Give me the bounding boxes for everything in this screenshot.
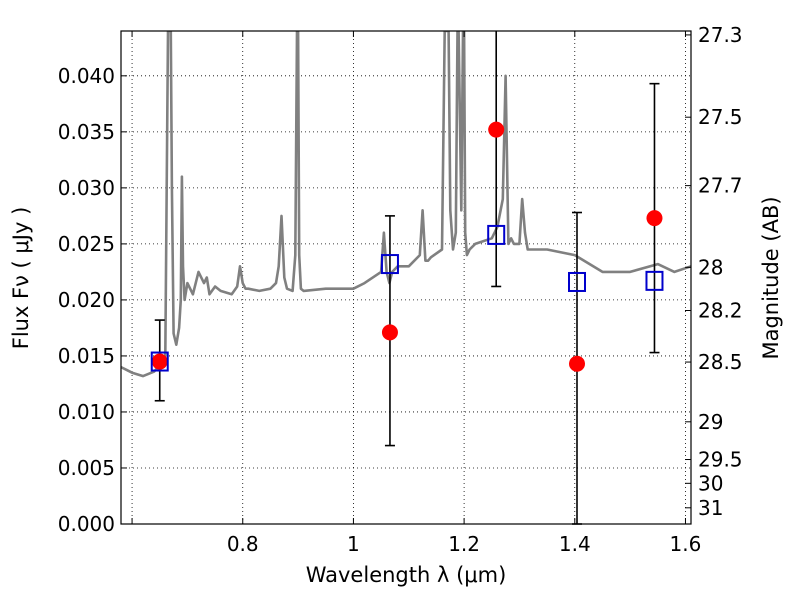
y2-tick-label: 31: [698, 496, 723, 520]
y2-tick-label: 29: [698, 410, 723, 434]
y2-tick-label: 28: [698, 255, 723, 279]
observed-flux-point: [381, 324, 398, 341]
model-band-flux-square: [645, 270, 664, 291]
observed-flux-point: [151, 353, 168, 370]
y2-tick-label: 29.5: [698, 448, 743, 472]
x-tick-label: 1.4: [559, 532, 591, 556]
y-tick-label: 0.015: [58, 344, 115, 368]
y-axis-label: Flux Fν ( μJy ): [9, 207, 33, 350]
x-tick-label: 1: [347, 532, 360, 556]
y-tick-label: 0.035: [58, 120, 115, 144]
error-bars: [150, 31, 664, 525]
y2-axis-label: Magnitude (AB): [759, 196, 783, 359]
ticks: 0.8 1 1.2 1.4 1.6 0.000 0.005 0.010 0.015 0.020 0.…: [58, 23, 743, 556]
y-tick-label: 0.020: [58, 288, 115, 312]
model-band-flux-square: [487, 224, 506, 245]
y2-tick-label: 27.5: [698, 105, 743, 129]
y-tick-label: 0.005: [58, 456, 115, 480]
grid: [121, 31, 691, 524]
y2-tick-label: 28.2: [698, 299, 743, 323]
x-tick-label: 1.6: [670, 532, 702, 556]
y2-tick-label: 27.3: [698, 23, 743, 47]
y-tick-label: 0.000: [58, 512, 115, 536]
plot-area: [121, 31, 691, 524]
y2-tick-label: 28.5: [698, 350, 743, 374]
y2-tick-label: 27.7: [698, 174, 743, 198]
observed-flux-point: [569, 355, 585, 372]
y-tick-label: 0.010: [58, 400, 115, 424]
y-tick-label: 0.040: [58, 64, 115, 88]
plot-frame: [120, 30, 692, 525]
svg-text:Flux Fν ( μJy ): Flux Fν ( μJy ): [9, 207, 33, 350]
model-spectrum-line: [121, 31, 691, 378]
observed-flux-point: [646, 210, 663, 227]
x-tick-label: 0.8: [227, 532, 259, 556]
y2-tick-label: 30: [698, 471, 723, 495]
model-band-flux-square: [150, 351, 169, 372]
data-layer: [121, 31, 691, 378]
y-tick-label: 0.030: [58, 176, 115, 200]
svg-text:Wavelength λ (μm): Wavelength λ (μm): [306, 563, 507, 587]
model-band-flux-square: [568, 271, 586, 292]
observed-flux-point: [488, 121, 505, 138]
x-axis-label: Wavelength λ (μm): [306, 563, 507, 587]
model-band-flux-square: [380, 254, 399, 275]
svg-text:Magnitude (AB): Magnitude (AB): [759, 196, 783, 359]
x-tick-label: 1.2: [448, 532, 480, 556]
y-tick-label: 0.025: [58, 232, 115, 256]
